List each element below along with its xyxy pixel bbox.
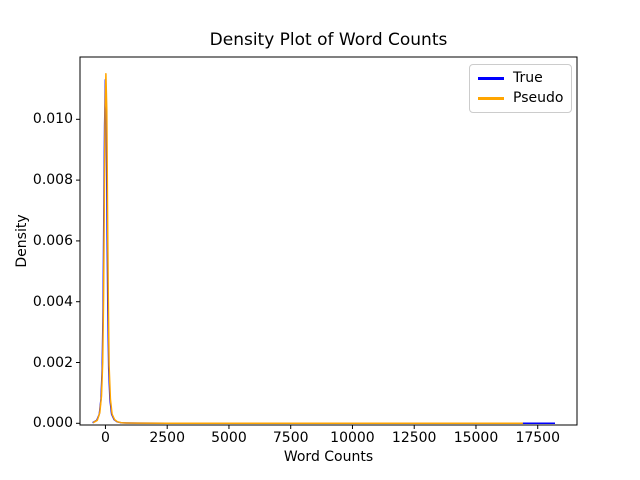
- legend-item-pseudo: Pseudo: [478, 90, 563, 107]
- y-tick-label: 0.008: [32, 172, 73, 189]
- x-tick-label: 17500: [515, 430, 560, 446]
- legend: True Pseudo: [469, 64, 573, 113]
- series-line-pseudo: [92, 72, 523, 424]
- x-tick-label: 15000: [453, 430, 499, 446]
- chart-title: Density Plot of Word Counts: [209, 30, 448, 50]
- legend-label-pseudo: Pseudo: [513, 90, 564, 106]
- x-tick-label: 0: [100, 430, 110, 446]
- series-line-true: [92, 79, 555, 424]
- legend-item-true: True: [478, 70, 563, 87]
- y-tick-label: 0.000: [32, 415, 73, 432]
- y-tick-label: 0.004: [32, 293, 73, 310]
- x-tick-label: 2500: [149, 430, 185, 446]
- y-tick-label: 0.010: [32, 111, 73, 128]
- legend-line-swatch-true: [478, 77, 504, 80]
- x-tick-label: 7500: [272, 430, 309, 446]
- x-axis-label: Word Counts: [283, 449, 374, 465]
- x-tick-label: 5000: [211, 430, 247, 446]
- legend-label-true: True: [513, 70, 543, 86]
- y-tick-label: 0.006: [32, 232, 73, 249]
- x-tick-label: 12500: [391, 430, 437, 446]
- y-tick-label: 0.002: [32, 354, 73, 371]
- legend-line-swatch-pseudo: [478, 97, 504, 100]
- x-tick-label: 10000: [330, 430, 375, 446]
